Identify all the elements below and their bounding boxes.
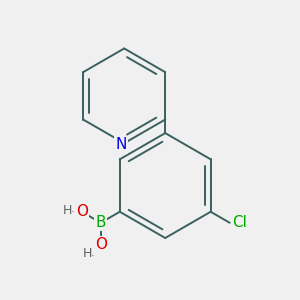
Text: ·: · [71, 207, 75, 217]
Text: O: O [95, 237, 107, 252]
Text: H: H [82, 247, 92, 260]
Text: O: O [76, 204, 88, 219]
Text: ·: · [91, 251, 94, 261]
Text: Cl: Cl [232, 215, 247, 230]
Text: N: N [115, 137, 127, 152]
Text: B: B [95, 215, 106, 230]
Text: H: H [63, 204, 72, 217]
